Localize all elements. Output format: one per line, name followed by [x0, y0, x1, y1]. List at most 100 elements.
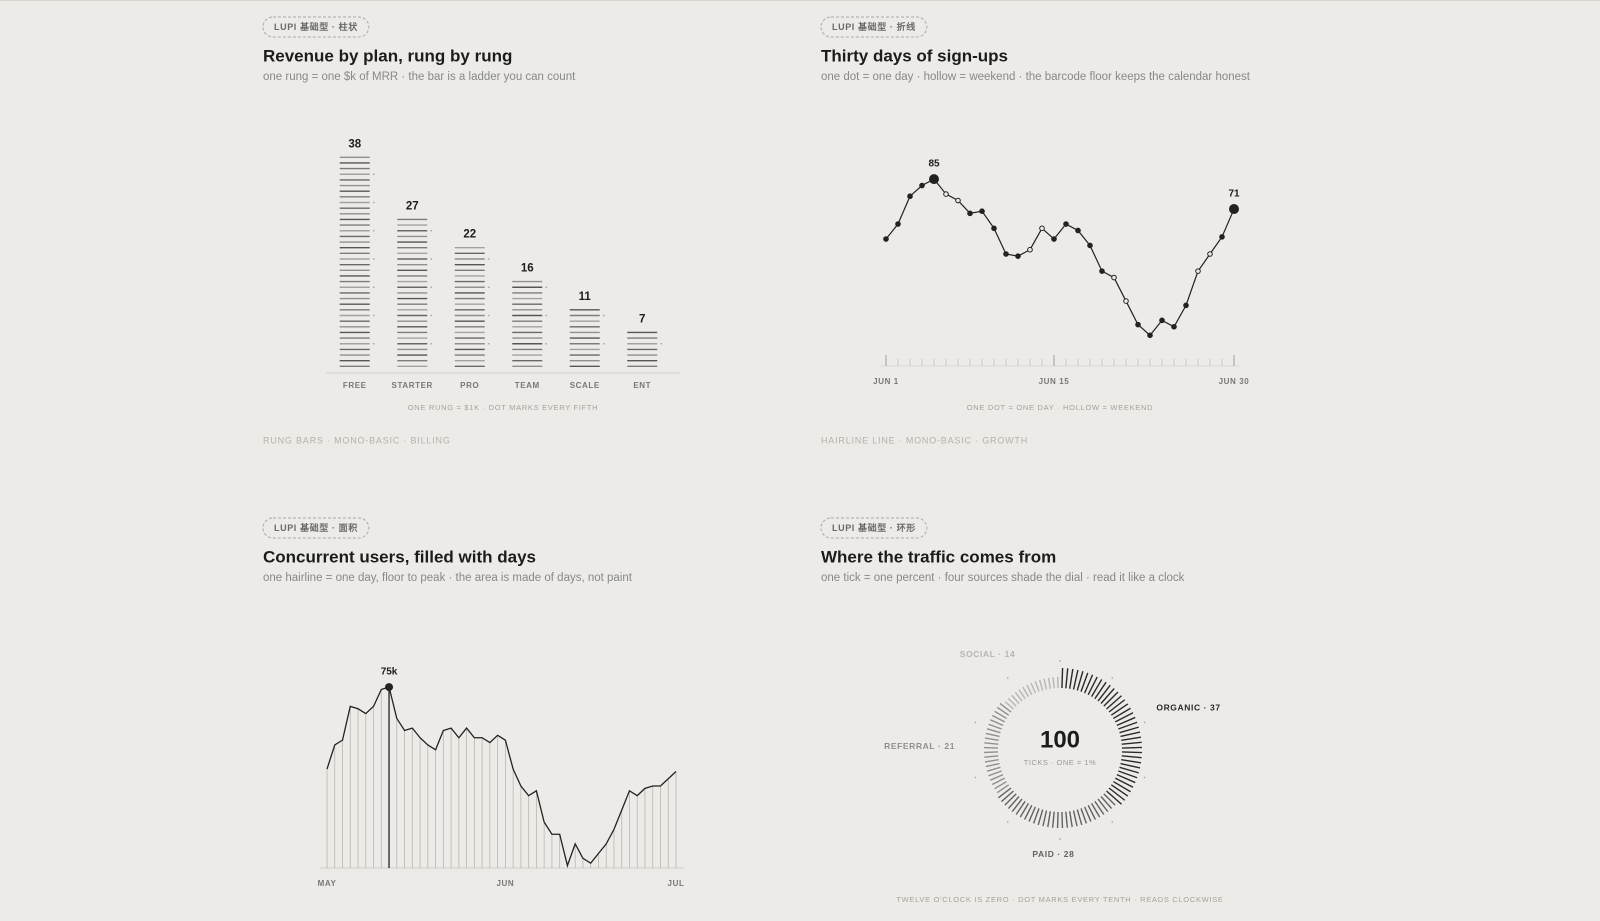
x-tick-label: SCALE [570, 381, 600, 390]
tenth-dot [1006, 677, 1009, 679]
fifth-dot [487, 342, 490, 345]
fifth-dot [430, 229, 433, 232]
percent-tick [1072, 669, 1079, 690]
fifth-dot [545, 286, 548, 289]
percent-tick [1032, 808, 1040, 824]
rung-bar-chart: 38 FREE 27 STARTER 22 PRO 16 TEAM 11 SCALE 7 ENT ONE… [326, 138, 680, 412]
day-dot [919, 182, 925, 189]
percent-tick [1007, 796, 1020, 809]
weekend-dot [955, 197, 961, 204]
fifth-dot [430, 258, 433, 260]
fifth-dot [487, 286, 490, 289]
percent-tick [994, 710, 1007, 720]
percent-tick [1121, 736, 1142, 741]
percent-tick [1014, 691, 1023, 702]
tenth-dot [1143, 721, 1146, 724]
rung-bar [627, 331, 663, 368]
donut-total: 100 [1040, 726, 1080, 753]
rung-bar [339, 156, 375, 368]
fifth-dot [372, 286, 375, 289]
percent-tick [1019, 803, 1030, 818]
tenth-dot [1111, 821, 1114, 823]
x-tick-label: STARTER [392, 381, 433, 390]
fifth-dot [372, 229, 375, 232]
percent-tick [1121, 751, 1142, 754]
donut-segment [1004, 677, 1059, 710]
weekend-dot [1111, 274, 1117, 281]
percent-tick [1121, 746, 1142, 749]
highlight-dot [1229, 204, 1239, 215]
percent-tick [1100, 796, 1113, 809]
badge: LUPI 基础型 · 柱状 [274, 21, 358, 32]
percent-tick [1043, 678, 1048, 690]
percent-tick [1007, 697, 1017, 707]
percent-tick [1047, 811, 1051, 828]
percent-tick [1083, 674, 1094, 694]
x-tick-label: JUN 1 [873, 377, 899, 386]
value-label: 7 [639, 313, 645, 325]
percent-tick [1087, 676, 1098, 696]
day-dot [1015, 253, 1021, 259]
card-subtitle: one tick = one percent · four sources sh… [821, 572, 1185, 584]
value-label: 85 [928, 159, 940, 170]
percent-tick [988, 770, 1002, 777]
percent-tick [1011, 694, 1020, 704]
percent-tick [1047, 677, 1051, 689]
x-tick-label: PRO [460, 381, 479, 390]
card-title: Thirty days of sign-ups [821, 46, 1008, 65]
day-dot [1147, 332, 1153, 339]
percent-tick [1076, 671, 1084, 691]
donut-segment [997, 787, 1116, 828]
value-label: 38 [348, 138, 361, 150]
chart-caption: ONE DOT = ONE DAY · HOLLOW = WEEKEND [967, 403, 1153, 412]
card-title: Revenue by plan, rung by rung [263, 46, 512, 65]
day-dot [1087, 242, 1093, 249]
weekend-dot [1039, 225, 1045, 232]
percent-tick [1061, 811, 1064, 828]
fifth-dot [487, 314, 490, 317]
percent-tick [1121, 759, 1142, 764]
fifth-dot [372, 173, 375, 176]
percent-tick [1094, 800, 1105, 815]
percent-tick [994, 780, 1007, 790]
percent-tick [1094, 681, 1107, 700]
percent-tick [1042, 810, 1048, 827]
day-dot [1219, 234, 1225, 240]
percent-tick [1037, 809, 1044, 826]
value-label: 22 [463, 229, 476, 241]
card-subtitle: one hairline = one day, floor to peak · … [263, 572, 633, 584]
area-chart: MAY 75k JUN JUL [318, 667, 684, 888]
percent-tick [1065, 668, 1069, 689]
day-dot [1075, 227, 1081, 234]
fifth-dot [545, 342, 548, 345]
percent-tick [997, 787, 1012, 799]
percent-tick [1061, 668, 1064, 689]
percent-tick [986, 766, 1001, 772]
percent-tick [1015, 800, 1026, 815]
percent-tick [1118, 770, 1138, 779]
percent-tick [1110, 703, 1129, 716]
percent-tick [1120, 762, 1141, 769]
day-dot [907, 193, 913, 200]
fifth-dot [430, 342, 433, 345]
day-dot [1051, 236, 1057, 242]
percent-tick [1116, 773, 1136, 784]
badge-frame [262, 517, 370, 539]
weekend-dot [1123, 298, 1129, 304]
percent-tick [1113, 780, 1131, 793]
segment-label: REFERRAL · 21 [884, 741, 955, 751]
fifth-dot [430, 286, 433, 289]
percent-tick [1072, 810, 1078, 827]
rung-bar [512, 280, 548, 368]
percent-tick [986, 728, 1001, 734]
highlight-dot [929, 174, 939, 185]
fifth-dot [602, 342, 605, 345]
percent-tick [1121, 741, 1142, 745]
percent-tick [996, 784, 1010, 794]
card-header: LUPI 基础型 · 面积 Concurrent users, filled wi… [262, 517, 633, 584]
percent-tick [1108, 787, 1126, 801]
percent-tick [1097, 798, 1109, 813]
percent-tick [984, 755, 999, 758]
percent-tick [1030, 682, 1037, 694]
